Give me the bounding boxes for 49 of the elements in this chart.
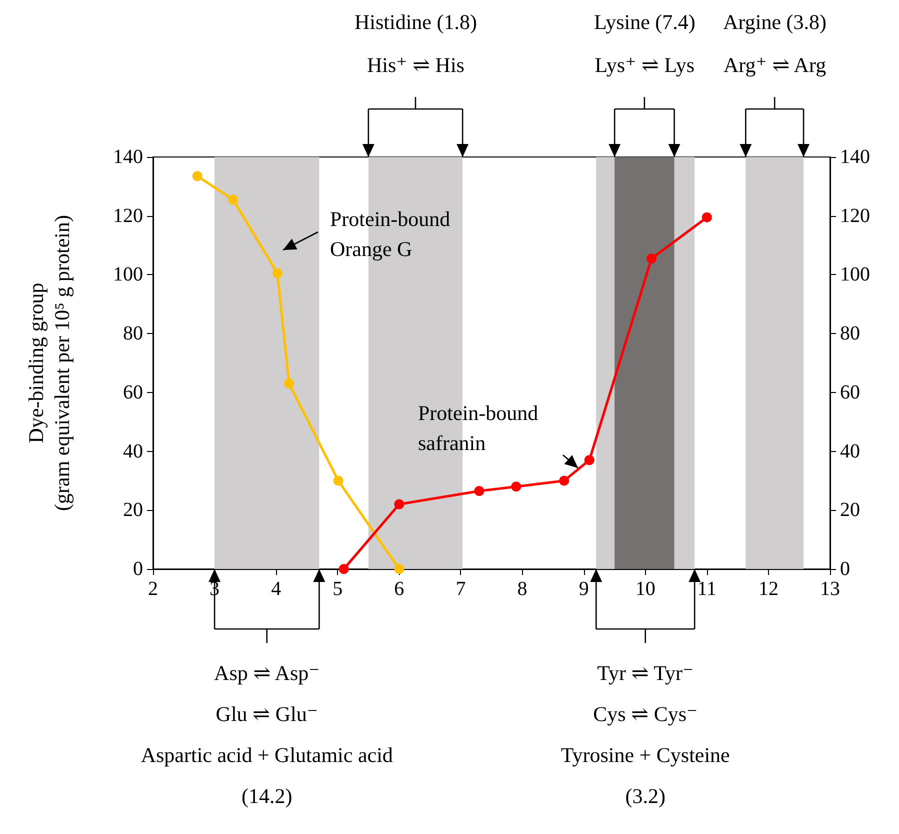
y2-tick-label: 20 <box>840 499 860 522</box>
y-axis-title: Dye-binding group (gram equivalent per 10⁵ g protein) <box>24 215 74 511</box>
point <box>584 455 594 466</box>
annotation: Protein-bound safranin <box>418 400 538 457</box>
y-tick-label: 100 <box>113 264 143 286</box>
x-tick-label: 7 <box>456 578 466 600</box>
y-tick-label: 0 <box>133 558 143 580</box>
x-tick-label: 10 <box>635 578 656 600</box>
point <box>559 476 570 486</box>
x-tick-label: 12 <box>758 578 778 600</box>
text: Lysine (7.4) Lys⁺ ⇌ Lys <box>594 9 696 79</box>
point <box>338 564 349 574</box>
text: Asp ⇌ Asp⁻ Glu ⇌ Glu⁻ Aspartic acid + Glutamic acid (14.2) <box>140 660 393 810</box>
point <box>192 171 202 182</box>
x-tick-label: 9 <box>578 578 589 600</box>
point <box>228 194 238 205</box>
annotation: Protein-bound Orange G <box>330 206 450 263</box>
point <box>702 212 712 222</box>
point <box>394 499 404 510</box>
y2-tick-label: 140 <box>840 146 870 168</box>
text: Histidine (1.8) His⁺ ⇌ His <box>354 9 477 79</box>
y2-tick-label: 80 <box>840 322 860 345</box>
y2-tick-label: 100 <box>840 264 870 286</box>
x-tick-label: 13 <box>820 578 840 600</box>
text: Argine (3.8) Arg⁺ ⇌ Arg <box>723 9 827 79</box>
point <box>474 486 484 496</box>
y2-tick-label: 120 <box>840 204 870 227</box>
point <box>394 564 404 574</box>
point <box>511 482 522 492</box>
x-tick-label: 6 <box>394 578 404 600</box>
y-tick-label: 80 <box>123 322 143 345</box>
x-tick-label: 5 <box>332 578 343 600</box>
y-tick-label: 40 <box>123 440 143 462</box>
y2-tick-label: 40 <box>840 440 860 462</box>
x-tick-label: 11 <box>697 578 717 600</box>
point <box>646 254 657 264</box>
x-tick-label: 2 <box>148 578 158 600</box>
point <box>284 378 294 389</box>
y2-tick-label: 0 <box>840 558 850 580</box>
x-tick-label: 4 <box>271 578 282 600</box>
point <box>333 476 344 486</box>
y2-tick-label: 60 <box>840 381 860 404</box>
y-tick-label: 60 <box>123 381 143 404</box>
y-tick-label: 140 <box>113 146 143 168</box>
y-tick-label: 120 <box>113 204 143 227</box>
x-tick-label: 8 <box>517 578 528 600</box>
text: Tyr ⇌ Tyr⁻ Cys ⇌ Cys⁻ Tyrosine + Cysteine (3.2) <box>560 660 730 810</box>
y-tick-label: 20 <box>123 499 143 522</box>
point <box>272 268 282 278</box>
